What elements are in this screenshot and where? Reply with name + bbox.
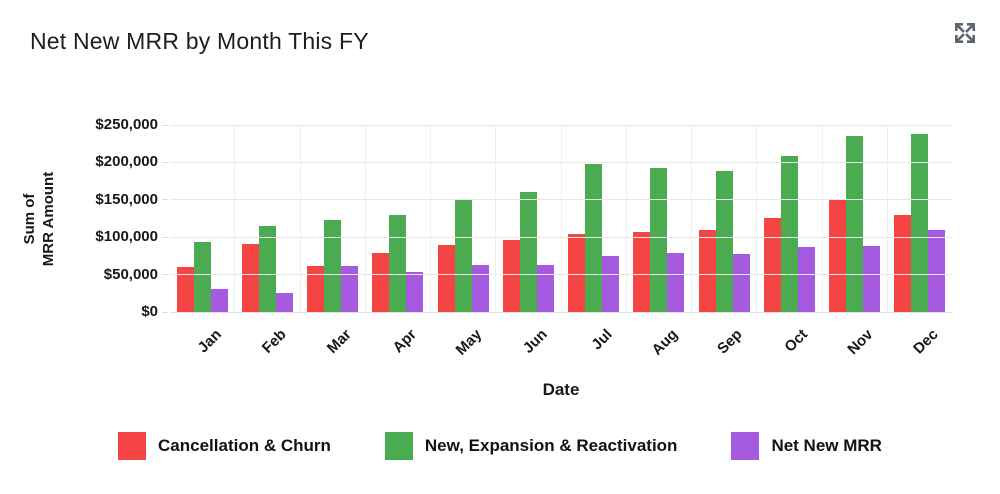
bar-group-oct [757,125,823,312]
y-tick-mark [162,274,168,276]
bar-mar[interactable] [324,220,342,312]
bar-group-jan [170,125,236,312]
bar-group-jun [496,125,562,312]
legend-swatch-green [384,432,413,460]
bar-jul[interactable] [585,163,603,312]
x-tick-label-oct: Oct [781,326,812,356]
legend-item-cancellation-churn[interactable]: Cancellation & Churn [118,432,331,460]
bar-may[interactable] [471,264,489,312]
bar-group-aug [627,125,692,312]
x-axis-labels: Jan Feb Mar Apr May Jun Jul Aug Sep Oct Nov Dec [170,314,952,366]
x-tick-label-sep: Sep [714,326,746,358]
gridline [170,236,952,238]
x-tick-label-jan: Jan [194,326,225,357]
plot-area [170,124,952,313]
x-tick-label-dec: Dec [909,326,942,358]
y-tick-mark [162,199,168,201]
bar-nov[interactable] [846,136,864,312]
bar-sep[interactable] [732,253,750,312]
bar-group-mar [301,125,366,312]
bar-feb[interactable] [241,243,259,312]
legend-swatch-red [118,432,147,460]
legend: Cancellation & Churn New, Expansion & Re… [0,432,1000,460]
legend-label: Cancellation & Churn [158,436,331,455]
bar-group-jul [562,125,627,312]
legend-label: Net New MRR [771,436,882,455]
legend-item-new-expansion-reactivation[interactable]: New, Expansion & Reactivation [384,432,678,460]
bar-jul[interactable] [602,255,620,312]
bar-may[interactable] [437,244,455,312]
bar-aug[interactable] [633,231,651,312]
bar-dec[interactable] [928,229,946,312]
y-tick-label: $200,000 [95,153,158,171]
y-tick-mark [162,311,168,313]
y-tick-mark [162,124,168,126]
x-tick-label-mar: Mar [324,326,355,357]
gridline [170,199,952,201]
y-tick-label: $250,000 [95,116,158,133]
legend-item-net-new-mrr[interactable]: Net New MRR [731,432,882,460]
bar-oct[interactable] [763,217,781,312]
bar-mar[interactable] [307,266,325,312]
x-axis-title: Date [542,380,580,399]
bar-groups [170,125,952,312]
expand-button[interactable] [950,20,980,50]
y-axis-ticks: $250,000 $200,000 $150,000 $100,000 $50,000 $… [0,116,168,320]
bar-mar[interactable] [341,266,359,312]
expand-icon [952,20,978,51]
x-tick-label-aug: Aug [648,326,681,359]
bar-feb[interactable] [275,292,293,312]
bar-may[interactable] [454,199,472,312]
x-tick-label-nov: Nov [844,326,877,359]
bar-group-apr [366,125,431,312]
y-tick-mark [162,161,168,163]
chart-title: Net New MRR by Month This FY [30,28,369,54]
x-tick-label-jul: Jul [588,326,616,354]
bar-group-dec [888,125,952,312]
legend-swatch-purple [731,432,760,460]
bar-group-sep [692,125,758,312]
bar-nov[interactable] [863,246,881,312]
bar-feb[interactable] [258,225,276,312]
bar-apr[interactable] [406,272,424,312]
bar-aug[interactable] [650,167,668,312]
bar-group-nov [823,125,888,312]
bar-oct[interactable] [780,155,798,312]
bar-dec[interactable] [894,214,912,312]
gridline [170,161,952,163]
y-tick-label: $150,000 [95,190,158,208]
bar-group-may [431,125,497,312]
gridline [170,311,952,313]
bar-jun[interactable] [536,264,554,312]
bar-aug[interactable] [667,252,685,312]
legend-label: New, Expansion & Reactivation [424,436,678,455]
x-tick-label-jun: Jun [519,326,551,357]
y-tick-label: $100,000 [95,228,158,246]
bar-apr[interactable] [389,214,407,312]
gridline [170,124,952,126]
bar-group-feb [235,125,301,312]
x-tick-label-apr: Apr [389,326,421,357]
gridline [170,274,952,276]
y-tick-label: $0 [141,303,158,320]
y-tick-mark [162,236,168,238]
bar-jan[interactable] [210,288,228,312]
y-tick-label: $50,000 [103,265,158,283]
bar-jun[interactable] [519,192,537,312]
bar-apr[interactable] [372,252,390,312]
x-tick-label-may: May [452,326,486,359]
bar-oct[interactable] [797,246,815,312]
x-tick-label-feb: Feb [258,326,290,357]
bar-nov[interactable] [829,199,847,312]
bar-jan[interactable] [176,267,194,312]
bar-sep[interactable] [715,171,733,312]
bar-jul[interactable] [568,234,586,312]
bar-jan[interactable] [193,241,211,312]
bar-dec[interactable] [911,133,929,312]
bar-sep[interactable] [698,229,716,312]
bar-jun[interactable] [502,240,520,312]
